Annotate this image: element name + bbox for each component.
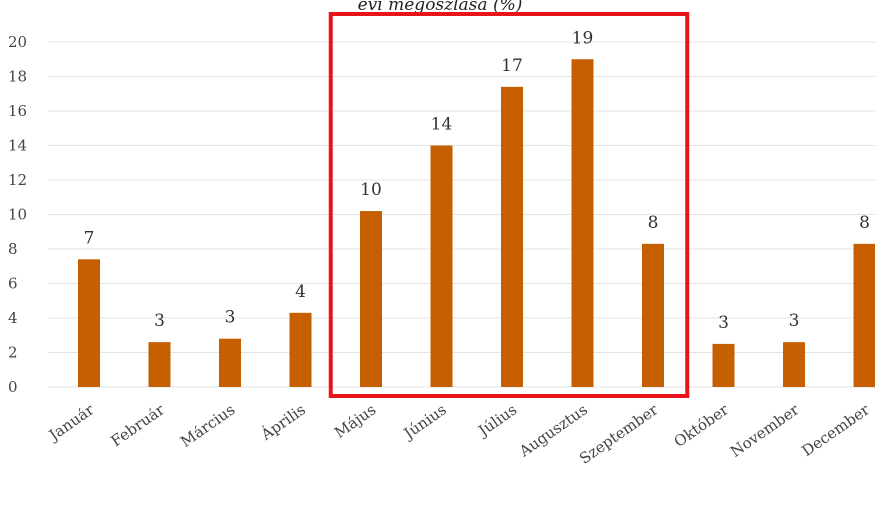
bar (501, 87, 523, 387)
data-label: 10 (360, 180, 382, 200)
data-label: 3 (789, 311, 800, 331)
data-label: 3 (225, 308, 236, 328)
data-label: 4 (295, 282, 306, 302)
bar (431, 146, 453, 388)
x-tick-label: Május (331, 401, 379, 442)
data-label: 3 (154, 311, 165, 331)
bar (783, 342, 805, 387)
x-tick-label: Január (44, 400, 98, 445)
y-tick-label: 4 (8, 309, 18, 327)
bar (219, 339, 241, 387)
y-tick-label: 6 (8, 275, 18, 293)
x-tick-label: Március (177, 401, 238, 451)
y-tick-label: 0 (8, 378, 18, 396)
y-tick-label: 12 (8, 171, 27, 189)
gridlines (48, 42, 875, 387)
bar (290, 313, 312, 387)
data-label: 8 (648, 213, 659, 233)
x-tick-label: Július (473, 401, 520, 441)
y-tick-label: 8 (8, 240, 18, 258)
bar (854, 244, 875, 387)
data-label: 7 (84, 228, 95, 248)
y-tick-label: 20 (8, 33, 27, 51)
bars (78, 59, 875, 387)
bar (78, 259, 100, 387)
bar (642, 244, 664, 387)
data-labels: 7 3 3 4 10 14 17 19 8 3 3 8 (84, 28, 870, 333)
bar (572, 59, 594, 387)
y-tick-label: 10 (8, 206, 27, 224)
x-tick-label: Április (257, 401, 309, 445)
data-label: 8 (859, 213, 870, 233)
bar (360, 211, 382, 387)
x-tick-label: December (799, 400, 874, 460)
x-tick-label: November (727, 400, 803, 461)
bar (149, 342, 171, 387)
x-tick-label: Október (671, 400, 733, 451)
y-tick-label: 16 (8, 102, 27, 120)
data-label: 3 (718, 313, 729, 333)
x-tick-label: Június (399, 401, 450, 444)
y-axis: 0 2 4 6 8 10 12 14 16 18 20 (8, 33, 27, 396)
y-tick-label: 2 (8, 344, 18, 362)
x-tick-label: Szeptember (576, 400, 662, 468)
data-label: 14 (431, 115, 453, 135)
y-tick-label: 18 (8, 68, 27, 86)
data-label: 19 (572, 28, 594, 48)
x-tick-label: Február (107, 400, 168, 450)
y-tick-label: 14 (8, 137, 27, 155)
data-label: 17 (501, 56, 523, 76)
bar (713, 344, 735, 387)
